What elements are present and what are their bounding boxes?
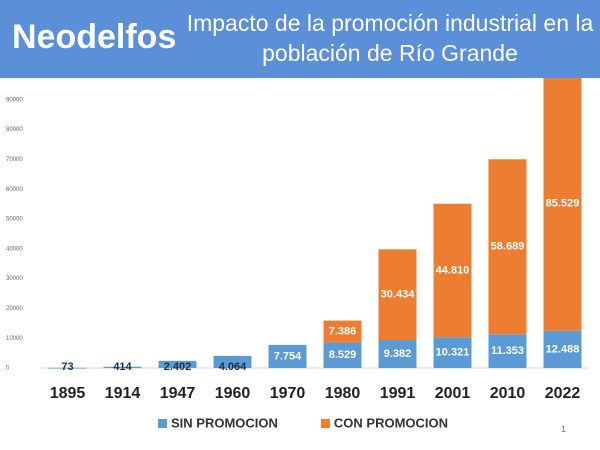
data-label: 2.402 (164, 361, 192, 373)
data-label: 44.810 (436, 264, 470, 276)
data-label: 12.488 (546, 343, 580, 355)
legend-label: CON PROMOCION (334, 415, 448, 430)
y-tick-label: 10000 (6, 336, 23, 342)
bar-segment (48, 367, 87, 369)
bar-segment (158, 360, 197, 368)
bar-segment (543, 75, 582, 331)
bar-segment (543, 330, 582, 368)
x-tick-label: 2022 (545, 385, 581, 402)
bar-segment (103, 366, 142, 368)
bar-segment (323, 342, 362, 368)
bar-segment (378, 340, 417, 368)
x-tick-label: 2010 (490, 385, 526, 402)
bar-segment (488, 159, 527, 335)
legend-label: SIN PROMOCION (171, 415, 278, 430)
header: Neodelfos Impacto de la promoción indust… (0, 0, 600, 78)
bar-segment (213, 355, 252, 368)
data-label: 8.529 (329, 349, 357, 361)
x-tick-label: 1947 (160, 385, 196, 402)
x-tick-label: 2001 (435, 385, 471, 402)
y-tick-label: 80000 (6, 127, 23, 133)
data-label: 10.321 (436, 347, 470, 359)
x-tick-label: 1895 (50, 385, 86, 402)
y-tick-label: 50000 (6, 217, 23, 223)
x-tick-label: 1970 (270, 385, 306, 402)
data-label: 7.754 (274, 350, 302, 362)
data-label: 4.064 (219, 361, 247, 373)
bar-segment (433, 203, 472, 338)
brand: Neodelfos (12, 18, 177, 56)
y-tick-label: 70000 (6, 157, 23, 163)
y-tick-label: 20000 (6, 306, 23, 312)
data-label: 73 (61, 361, 73, 373)
data-label: 7.386 (329, 325, 357, 337)
y-tick-label: 40000 (6, 246, 23, 252)
page-number: 1 (560, 424, 566, 434)
y-tick-label: 60000 (6, 187, 23, 193)
x-tick-label: 1991 (380, 385, 416, 402)
data-label: 9.382 (384, 348, 412, 360)
legend-swatch (158, 419, 167, 428)
y-tick-label: 30000 (6, 276, 23, 282)
bar-segment (433, 337, 472, 368)
x-tick-label: 1914 (105, 385, 141, 402)
bar-segment (488, 334, 527, 368)
x-tick-label: 1960 (215, 385, 251, 402)
y-tick-label: 0 (6, 366, 10, 372)
data-label: 85.529 (546, 197, 580, 209)
legend-swatch (320, 419, 330, 428)
bar-segment (268, 344, 307, 368)
chart-title: Impacto de la promoción industrial en la… (186, 10, 594, 66)
x-tick-label: 1980 (325, 385, 361, 402)
bar-segment (378, 249, 417, 341)
bar-segment (323, 320, 362, 343)
data-label: 30.434 (381, 289, 416, 301)
data-label: 414 (113, 361, 132, 373)
data-label: 11.353 (491, 345, 524, 357)
y-tick-label: 90000 (6, 97, 23, 103)
data-label: 58.689 (491, 241, 525, 253)
